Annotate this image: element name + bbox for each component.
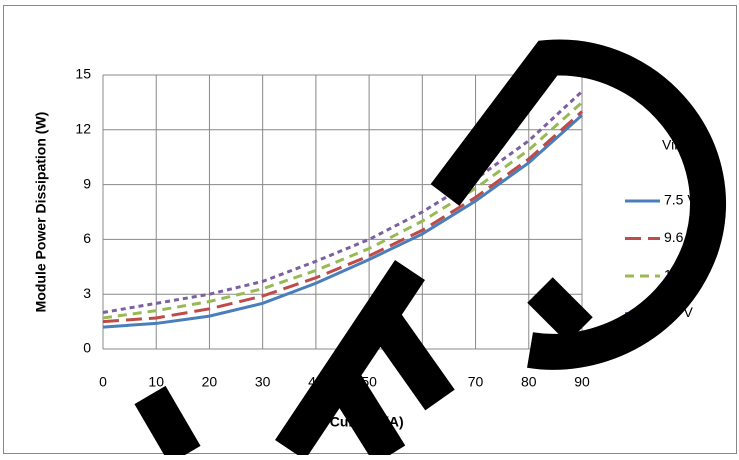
x-tick-label: 70: [468, 374, 484, 390]
x-tick-label: 90: [574, 374, 590, 390]
legend-label: 7.5 V: [664, 192, 697, 208]
watermark-letter: [134, 385, 201, 460]
y-tick-label: 15: [75, 66, 91, 82]
y-tick-label: 9: [83, 175, 91, 191]
x-tick-label: 10: [148, 374, 164, 390]
series-line: [102, 90, 584, 314]
y-axis-label: Module Power Dissipation (W): [33, 112, 49, 313]
x-tick-label: 80: [521, 374, 537, 390]
y-tick-label: 0: [83, 340, 91, 356]
watermark: [134, 39, 726, 460]
x-tick-label: 20: [202, 374, 218, 390]
y-tick-label: 12: [75, 121, 91, 137]
y-tick-label: 6: [83, 230, 91, 246]
series-line: [102, 110, 583, 324]
watermark-letter: [527, 277, 593, 343]
series-line: [102, 114, 583, 329]
series-line: [102, 101, 583, 320]
x-tick-label: 30: [255, 374, 271, 390]
x-tick-label: 0: [99, 374, 107, 390]
watermark-letter: [430, 39, 726, 370]
watermark-letter: [275, 260, 455, 460]
y-tick-label: 3: [83, 285, 91, 301]
